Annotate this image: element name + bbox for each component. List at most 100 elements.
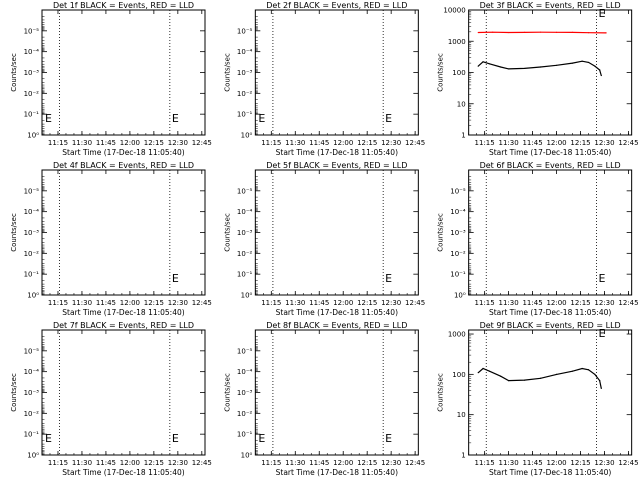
event-marker: E: [385, 432, 392, 445]
y-tick-label: 10⁻⁴: [237, 48, 253, 56]
data-point: [594, 373, 596, 375]
data-point: [555, 31, 558, 33]
y-tick-label: 10⁻⁴: [24, 48, 40, 56]
data-point: [477, 372, 479, 374]
y-axis-label: Counts/sec: [10, 213, 18, 252]
y-tick-label: 10000: [443, 7, 465, 15]
y-tick-label: 10⁻²: [237, 90, 253, 98]
x-tick-label: 11:45: [309, 139, 329, 147]
y-tick-label: 10: [457, 100, 466, 108]
x-tick-label: 12:45: [405, 139, 425, 147]
x-axis-label: Start Time (17-Dec-18 11:05:40): [489, 148, 611, 157]
y-tick-label: 10⁰: [27, 132, 39, 140]
x-tick-label: 12:00: [120, 139, 140, 147]
x-tick-label: 12:15: [570, 299, 590, 307]
y-axis-label: Counts/sec: [437, 53, 445, 92]
y-tick-label: 10⁻⁵: [24, 187, 40, 195]
chart-title: Det 7f BLACK = Events, RED = LLD: [53, 321, 194, 330]
y-tick-label: 10⁻³: [237, 69, 253, 77]
x-tick-label: 12:15: [144, 139, 164, 147]
y-tick-label: 10⁻¹: [24, 111, 40, 119]
panel-det-6: Det 6f BLACK = Events, RED = LLD 11:15 11:…: [437, 161, 639, 317]
chart-title: Det 1f BLACK = Events, RED = LLD: [53, 1, 194, 10]
plot-frame: [254, 169, 419, 296]
x-tick-label: 12:15: [570, 139, 590, 147]
x-axis-label: Start Time (17-Dec-18 11:05:40): [276, 468, 398, 477]
event-marker: E: [45, 432, 52, 445]
y-axis-label: Counts/sec: [223, 53, 231, 92]
y-tick-label: 10: [457, 411, 466, 419]
x-tick-label: 12:45: [192, 139, 212, 147]
x-tick-label: 12:30: [594, 299, 614, 307]
panel-det-2: Det 2f BLACK = Events, RED = LLD 11:15 11:…: [223, 1, 425, 157]
x-tick-label: 12:45: [405, 299, 425, 307]
y-tick-label: 10⁻²: [237, 410, 253, 418]
panel-det-8: Det 8f BLACK = Events, RED = LLD 11:15 11:…: [223, 321, 425, 477]
x-tick-label: 12:30: [168, 459, 188, 467]
x-axis-label: Start Time (17-Dec-18 11:05:40): [489, 308, 611, 317]
data-point: [605, 32, 607, 34]
x-tick-label: 11:15: [261, 459, 281, 467]
data-point: [477, 31, 479, 34]
data-point: [600, 387, 602, 389]
y-tick-label: 10⁻²: [237, 250, 253, 258]
y-tick-label: 10⁻⁵: [450, 187, 466, 195]
x-tick-label: 11:15: [475, 459, 495, 467]
y-tick-label: 1000: [448, 331, 466, 339]
x-tick-label: 12:15: [357, 459, 377, 467]
x-tick-label: 12:30: [381, 459, 401, 467]
data-point: [600, 74, 602, 77]
data-point: [539, 377, 542, 379]
x-tick-label: 12:00: [546, 139, 566, 147]
y-tick-label: 10⁻⁵: [237, 27, 253, 35]
y-axis-label: Counts/sec: [10, 53, 18, 92]
y-tick-label: 10⁻²: [24, 410, 40, 418]
x-tick-label: 11:15: [48, 299, 68, 307]
x-tick-label: 12:00: [333, 299, 353, 307]
x-tick-label: 11:30: [499, 459, 519, 467]
y-tick-label: 10⁻⁴: [450, 208, 466, 216]
y-axis-label: Counts/sec: [223, 213, 231, 252]
panel-det-7: Det 7f BLACK = Events, RED = LLD 11:15 11:…: [10, 321, 212, 477]
data-point: [539, 66, 542, 68]
x-tick-label: 12:15: [570, 459, 590, 467]
x-tick-label: 12:30: [594, 139, 614, 147]
x-tick-label: 11:45: [96, 139, 116, 147]
y-axis-label: Counts/sec: [10, 373, 18, 412]
x-tick-label: 12:45: [618, 139, 638, 147]
x-tick-label: 11:45: [309, 459, 329, 467]
x-tick-label: 12:15: [357, 299, 377, 307]
event-marker: E: [385, 112, 392, 125]
y-tick-label: 10⁻¹: [24, 271, 40, 279]
x-tick-label: 12:30: [381, 299, 401, 307]
event-marker: E: [172, 272, 179, 285]
data-point: [587, 61, 590, 64]
y-tick-label: 10⁰: [241, 132, 253, 140]
data-point: [599, 380, 601, 382]
x-tick-label: 11:15: [48, 459, 68, 467]
panel-det-3: Det 3f BLACK = Events, RED = LLD 11:15 11:…: [437, 1, 639, 157]
x-tick-label: 11:45: [522, 459, 542, 467]
plot-frame: [41, 329, 206, 456]
x-tick-label: 11:45: [96, 299, 116, 307]
x-axis-label: Start Time (17-Dec-18 11:05:40): [276, 148, 398, 157]
data-point: [523, 67, 526, 70]
y-axis-label: Counts/sec: [223, 373, 231, 412]
y-tick-label: 10⁻¹: [237, 271, 253, 279]
data-point: [508, 68, 510, 70]
data-point: [571, 370, 574, 372]
series-line-2: [477, 60, 602, 76]
x-tick-label: 12:30: [594, 459, 614, 467]
data-point: [523, 379, 526, 381]
x-tick-label: 12:30: [168, 139, 188, 147]
x-tick-label: 12:00: [120, 459, 140, 467]
plot-frame: [468, 329, 633, 456]
event-marker: E: [599, 7, 606, 20]
data-point: [571, 31, 574, 33]
data-point: [587, 369, 590, 371]
y-tick-label: 10⁻¹: [450, 271, 466, 279]
x-axis-label: Start Time (17-Dec-18 11:05:40): [276, 308, 398, 317]
data-point: [581, 367, 583, 370]
event-marker: E: [258, 432, 265, 445]
x-tick-label: 11:15: [48, 139, 68, 147]
